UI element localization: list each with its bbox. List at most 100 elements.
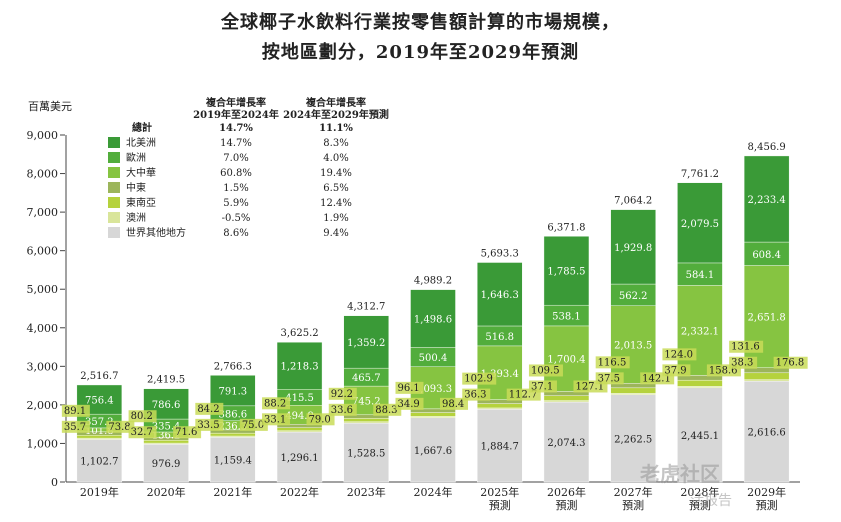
label-chip-middle_east xyxy=(328,387,357,400)
bar-segment-southeast_asia xyxy=(543,395,590,401)
data-label-southeast_asia: 112.7 xyxy=(509,390,538,401)
x-tick-label: 2020年 xyxy=(147,485,186,499)
legend-swatch-europe xyxy=(108,152,120,163)
data-label-southeast_asia: 88.3 xyxy=(375,405,397,416)
data-label-north_america: 786.6 xyxy=(152,400,181,411)
data-label-australia: 37.9 xyxy=(664,365,686,376)
bar-segment-north_america xyxy=(477,262,523,327)
label-chip-australia xyxy=(729,356,758,369)
total-label: 8,456.9 xyxy=(748,142,786,153)
data-label-north_america: 1,929.8 xyxy=(614,243,652,254)
data-label-europe: 357.2 xyxy=(85,417,114,428)
data-label-australia: 33.1 xyxy=(264,414,286,425)
total-label: 2,766.3 xyxy=(214,361,252,372)
label-chip-australia xyxy=(462,388,491,401)
data-label-rest_of_world: 1,296.1 xyxy=(280,453,318,464)
data-label-north_america: 1,646.3 xyxy=(481,290,519,301)
label-chip-middle_east xyxy=(61,404,90,417)
bar-segment-australia xyxy=(410,416,456,418)
legend-swatch-australia xyxy=(108,212,120,223)
data-label-north_america: 1,359.2 xyxy=(347,338,385,349)
data-label-australia: 33.6 xyxy=(331,405,353,416)
label-chip-australia xyxy=(195,418,224,431)
data-label-greater_china: 1,700.4 xyxy=(547,355,585,366)
legend-swatch-southeast_asia xyxy=(108,197,120,208)
x-tick-label: 預測 xyxy=(689,498,711,512)
data-label-europe: 465.7 xyxy=(352,373,381,384)
data-label-greater_china: 494.9 xyxy=(285,411,314,422)
bar-segment-north_america xyxy=(677,182,723,264)
bar-segment-australia xyxy=(477,407,523,410)
bar-segment-southeast_asia xyxy=(477,403,523,409)
y-tick-label: 3,000 xyxy=(27,360,59,373)
data-label-middle_east: 131.6 xyxy=(731,342,760,353)
label-chip-middle_east xyxy=(462,372,497,385)
data-label-southeast_asia: 127.1 xyxy=(575,381,604,392)
data-label-middle_east: 80.2 xyxy=(131,411,153,422)
data-label-middle_east: 89.1 xyxy=(64,406,86,417)
data-label-middle_east: 84.2 xyxy=(197,404,219,415)
legend-cagr-2: 8.3% xyxy=(323,138,348,149)
legend-label: 北美洲 xyxy=(126,136,156,149)
data-label-greater_china: 101.8 xyxy=(85,426,114,437)
data-label-australia: 33.5 xyxy=(197,420,219,431)
bar-segment-greater_china xyxy=(677,285,723,376)
y-tick-label: 0 xyxy=(51,476,58,489)
legend-cagr-1: 14.7% xyxy=(220,138,252,149)
legend-cagr-2: 6.5% xyxy=(323,183,348,194)
chart-title-line1: 全球椰子水飲料行業按零售額計算的市場規模， xyxy=(221,12,620,33)
data-label-middle_east: 102.9 xyxy=(464,374,493,385)
data-label-rest_of_world: 1,884.7 xyxy=(481,442,519,453)
total-label: 6,371.8 xyxy=(547,222,585,233)
data-label-greater_china: 745.2 xyxy=(352,396,381,407)
x-tick-label: 2019年 xyxy=(80,485,119,499)
label-chip-southeast_asia xyxy=(106,420,135,433)
bar-segment-north_america xyxy=(210,375,256,407)
x-tick-label: 預測 xyxy=(756,498,778,512)
legend-label: 歐洲 xyxy=(126,151,146,164)
watermark-subtext: 活报告 xyxy=(690,493,732,509)
legend-cagr-1: 5.9% xyxy=(223,198,248,209)
data-label-middle_east: 116.5 xyxy=(598,357,627,368)
data-label-australia: 37.1 xyxy=(531,381,553,392)
legend-swatch-middle_east xyxy=(108,182,120,193)
bar-segment-north_america xyxy=(343,315,389,369)
bar-segment-north_america xyxy=(610,209,656,285)
data-label-greater_china: 1,393.4 xyxy=(481,369,519,380)
data-label-greater_china: 1,093.3 xyxy=(414,384,452,395)
y-tick-label: 6,000 xyxy=(27,245,59,258)
data-label-middle_east: 124.0 xyxy=(664,349,693,360)
legend-cagr-2: 19.4% xyxy=(320,168,352,179)
bar-segment-southeast_asia xyxy=(677,379,723,387)
legend-cagr-2: 11.1% xyxy=(319,123,353,134)
y-axis-unit-label: 百萬美元 xyxy=(28,100,72,113)
bar-segment-southeast_asia xyxy=(410,412,456,417)
legend-label: 東南亞 xyxy=(126,196,156,209)
legend-cagr-1: 14.7% xyxy=(219,123,253,134)
bar-segment-rest_of_world xyxy=(343,422,389,483)
data-label-rest_of_world: 2,262.5 xyxy=(614,434,652,445)
data-label-north_america: 756.4 xyxy=(85,396,114,407)
data-label-southeast_asia: 75.0 xyxy=(242,420,264,431)
data-label-greater_china: 236.3 xyxy=(218,421,247,432)
x-tick-label: 2029年 xyxy=(747,485,786,499)
bar-segment-north_america xyxy=(743,155,790,243)
data-label-rest_of_world: 1,159.4 xyxy=(214,456,252,467)
data-label-europe: 415.5 xyxy=(285,393,314,404)
data-label-middle_east: 96.1 xyxy=(398,383,420,394)
total-label: 5,693.3 xyxy=(481,248,519,259)
data-label-australia: 32.7 xyxy=(131,427,153,438)
bar-segment-greater_china xyxy=(610,305,656,384)
legend-cagr-2: 9.4% xyxy=(323,228,348,239)
label-chip-middle_east xyxy=(195,402,224,415)
x-tick-label: 2027年 xyxy=(614,485,653,499)
data-label-middle_east: 109.5 xyxy=(531,365,560,376)
data-label-north_america: 2,233.4 xyxy=(748,195,786,206)
bar-segment-north_america xyxy=(276,342,323,390)
legend-label: 澳洲 xyxy=(126,211,146,224)
data-label-north_america: 1,498.6 xyxy=(414,315,452,326)
bar-segment-rest_of_world xyxy=(677,387,723,483)
bar-segment-rest_of_world xyxy=(410,417,456,483)
label-chip-middle_east xyxy=(662,348,697,361)
data-label-australia: 36.3 xyxy=(464,390,486,401)
